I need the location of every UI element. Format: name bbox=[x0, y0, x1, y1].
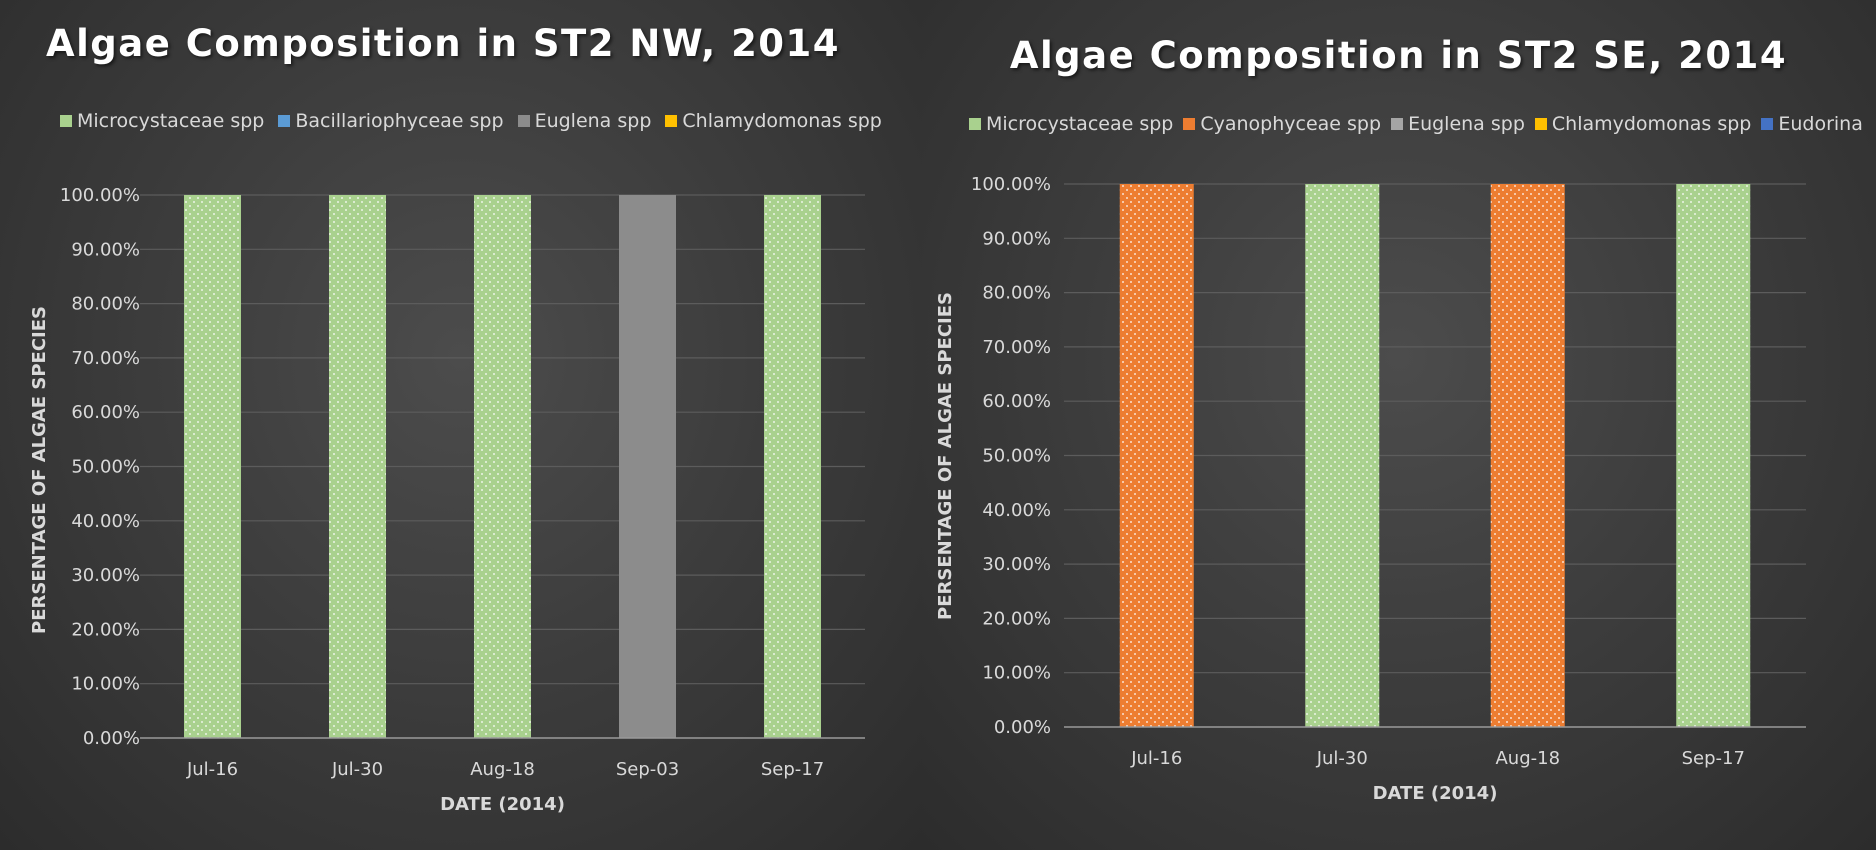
y-tick-label: 50.00% bbox=[71, 457, 140, 478]
legend-label: Chlamydomonas spp bbox=[1551, 113, 1752, 135]
legend-swatch bbox=[60, 115, 72, 127]
legend-label: Cyanophyceae spp bbox=[1200, 113, 1382, 135]
legend-label: Euglena spp bbox=[534, 110, 652, 132]
legend-item-microcystaceae-spp: Microcystaceae spp bbox=[969, 113, 1173, 135]
chart-title: Algae Composition in ST2 NW, 2014 bbox=[45, 22, 841, 65]
y-axis-title: PERSENTAGE OF ALGAE SPECIES bbox=[29, 306, 50, 634]
chart-title: Algae Composition in ST2 SE, 2014 bbox=[1009, 34, 1788, 77]
y-tick-label: 100.00% bbox=[971, 174, 1051, 195]
y-tick-label: 40.00% bbox=[982, 500, 1051, 521]
legend-label: Microcystaceae spp bbox=[986, 113, 1174, 135]
legend-item-cyanophyceae-spp: Cyanophyceae spp bbox=[1183, 113, 1381, 135]
legend-swatch bbox=[517, 115, 530, 127]
legend-item-bacillariophyceae-spp: Bacillariophyceae spp bbox=[278, 110, 504, 132]
x-tick-label: Aug-18 bbox=[470, 759, 535, 780]
legend-swatch bbox=[969, 118, 981, 130]
x-tick-label: Jul-30 bbox=[1316, 748, 1368, 769]
plot-area: 0.00% 10.00% 20.00% 30.00% 40.00% 50.00% 60.00… bbox=[29, 185, 865, 815]
y-tick-label: 0.00% bbox=[83, 728, 140, 749]
legend: Microcystaceae spp Cyanophyceae spp Euglen… bbox=[969, 113, 1863, 135]
bar-microcystaceae-spp-jul-30 bbox=[1305, 184, 1380, 727]
legend-item-euglena-spp: Euglena spp bbox=[1391, 113, 1525, 135]
y-tick-label: 80.00% bbox=[982, 283, 1051, 304]
y-tick-label: 50.00% bbox=[982, 446, 1051, 467]
x-tick-label: Sep-17 bbox=[1682, 748, 1745, 769]
y-tick-label: 40.00% bbox=[71, 511, 140, 532]
y-tick-label: 10.00% bbox=[71, 674, 140, 695]
legend-swatch bbox=[1761, 118, 1774, 130]
y-tick-label: 30.00% bbox=[982, 554, 1051, 575]
chart-panel-se: Algae Composition in ST2 SE, 2014 Microc… bbox=[921, 0, 1876, 850]
y-tick-label: 20.00% bbox=[71, 619, 140, 640]
y-tick-label: 10.00% bbox=[982, 663, 1051, 684]
bar-cyanophyceae-spp-aug-18 bbox=[1490, 184, 1565, 727]
legend-item-chlamydomonas-spp: Chlamydomonas spp bbox=[1534, 113, 1752, 135]
y-tick-label: 100.00% bbox=[60, 185, 140, 206]
y-tick-label: 80.00% bbox=[71, 294, 140, 315]
x-tick-label: Jul-30 bbox=[331, 759, 383, 780]
legend-item-euglena-spp: Euglena spp bbox=[517, 110, 652, 132]
plot-area: 0.00% 10.00% 20.00% 30.00% 40.00% 50.00% 60.00… bbox=[935, 174, 1806, 804]
x-tick-label: Jul-16 bbox=[186, 759, 238, 780]
bar-microcystaceae-spp-aug-18 bbox=[474, 195, 531, 738]
legend-label: Chlamydomonas spp bbox=[682, 110, 882, 132]
bar-microcystaceae-spp-jul-30 bbox=[329, 195, 386, 738]
bar-euglena-spp-sep-03 bbox=[619, 195, 676, 738]
legend-label: Bacillariophyceae spp bbox=[295, 110, 504, 132]
x-tick-label: Sep-03 bbox=[616, 759, 679, 780]
legend-swatch bbox=[1183, 118, 1196, 130]
legend-swatch bbox=[278, 115, 291, 127]
legend-swatch bbox=[1534, 118, 1547, 130]
y-tick-label: 70.00% bbox=[71, 348, 140, 369]
y-tick-label: 0.00% bbox=[994, 717, 1051, 738]
legend-swatch bbox=[1391, 118, 1404, 130]
x-axis-title: DATE (2014) bbox=[440, 794, 565, 815]
y-tick-label: 60.00% bbox=[71, 402, 140, 423]
y-tick-label: 30.00% bbox=[71, 565, 140, 586]
y-tick-label: 70.00% bbox=[982, 337, 1051, 358]
legend-item-microcystaceae-spp: Microcystaceae spp bbox=[60, 110, 264, 132]
legend-label: Microcystaceae spp bbox=[77, 110, 265, 132]
legend-swatch bbox=[665, 115, 678, 127]
y-tick-label: 90.00% bbox=[71, 239, 140, 260]
legend-item-chlamydomonas-spp: Chlamydomonas spp bbox=[665, 110, 882, 132]
legend-item-eudorina: Eudorina bbox=[1761, 113, 1863, 135]
bar-microcystaceae-spp-jul-16 bbox=[184, 195, 241, 738]
bar-microcystaceae-spp-sep-17 bbox=[1676, 184, 1751, 727]
y-tick-label: 60.00% bbox=[982, 391, 1051, 412]
chart-panel-nw: Algae Composition in ST2 NW, 2014 Microc… bbox=[0, 0, 921, 850]
y-tick-label: 90.00% bbox=[982, 228, 1051, 249]
x-tick-label: Aug-18 bbox=[1495, 748, 1560, 769]
x-tick-label: Sep-17 bbox=[761, 759, 824, 780]
y-tick-label: 20.00% bbox=[982, 608, 1051, 629]
legend-label: Eudorina bbox=[1778, 113, 1863, 135]
y-axis-title: PERSENTAGE OF ALGAE SPECIES bbox=[935, 292, 956, 620]
legend: Microcystaceae spp Bacillariophyceae spp E… bbox=[60, 110, 882, 132]
bar-cyanophyceae-spp-jul-16 bbox=[1119, 184, 1194, 727]
x-axis-title: DATE (2014) bbox=[1373, 783, 1498, 804]
bar-microcystaceae-spp-sep-17 bbox=[764, 195, 821, 738]
x-tick-label: Jul-16 bbox=[1130, 748, 1182, 769]
legend-label: Euglena spp bbox=[1408, 113, 1525, 135]
